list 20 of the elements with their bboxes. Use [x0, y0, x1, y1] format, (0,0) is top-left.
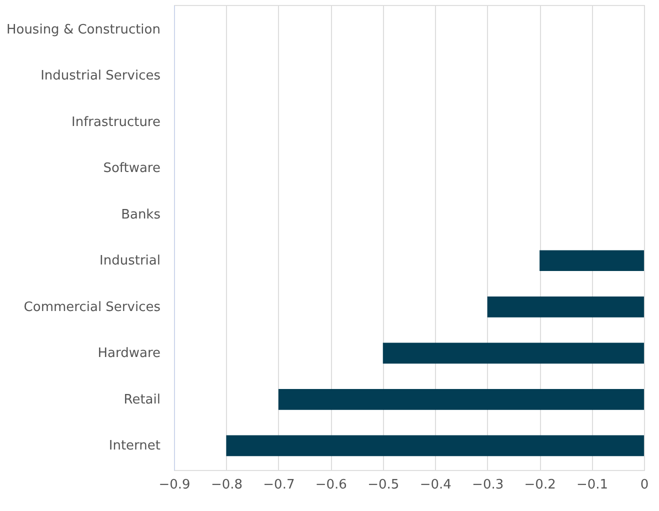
y-tick-label: Software	[103, 161, 160, 176]
y-tick-label: Banks	[121, 207, 161, 222]
x-tick-label: −0.3	[472, 478, 504, 492]
x-tick-label: −0.4	[420, 478, 452, 492]
y-tick-label: Housing & Construction	[6, 22, 160, 38]
y-tick-label: Industrial Services	[40, 68, 161, 84]
y-tick-label: Industrial	[100, 254, 160, 269]
y-tick-label: Commercial Services	[24, 300, 161, 315]
x-tick-label: −0.2	[524, 478, 556, 492]
x-tick-label: −0.6	[315, 478, 347, 492]
x-tick-label: −0.7	[263, 478, 295, 492]
x-tick-label: −0.1	[576, 478, 608, 492]
y-tick-label: Retail	[124, 392, 160, 408]
x-tick-label: −0.5	[368, 478, 400, 492]
x-tick-label: −0.8	[210, 478, 243, 492]
y-tick-label: Hardware	[98, 346, 160, 362]
y-tick-label: Internet	[108, 438, 160, 454]
x-tick-label: −0.9	[158, 478, 190, 492]
y-tick-label: Infrastructure	[72, 114, 160, 130]
x-tick-label: 0	[640, 478, 649, 492]
